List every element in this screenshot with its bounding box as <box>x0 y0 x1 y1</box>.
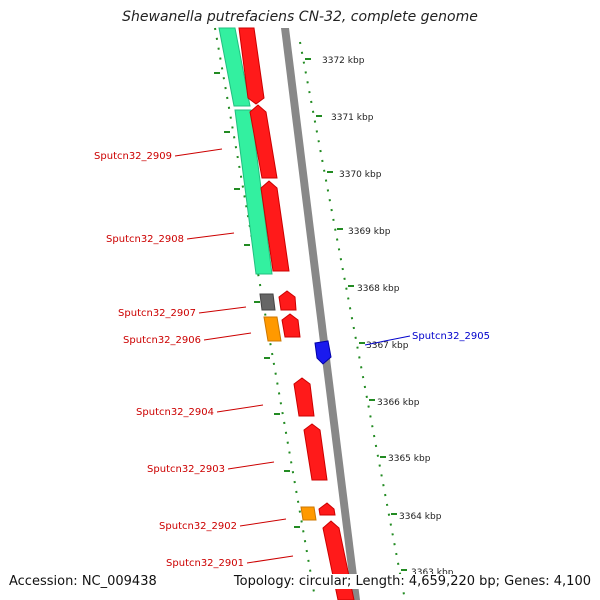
map-title: Shewanella putrefaciens CN-32, complete … <box>122 9 478 25</box>
accession-text: Accession: NC_009438 <box>9 574 157 589</box>
kbp-label: 3372 kbp <box>322 56 365 66</box>
grey-feature <box>259 293 276 311</box>
gene-arrow <box>249 104 278 179</box>
gene-label[interactable]: Sputcn32_2909 <box>94 151 172 162</box>
gene-label[interactable]: Sputcn32_2904 <box>136 407 214 418</box>
kbp-label: 3365 kbp <box>388 454 431 464</box>
gene-arrow <box>260 180 290 272</box>
gene-arrow <box>303 423 328 481</box>
kbp-label: 3369 kbp <box>348 227 391 237</box>
gene-label[interactable]: Sputcn32_2905 <box>412 331 490 342</box>
orange-feature <box>263 316 282 342</box>
gene-label[interactable]: Sputcn32_2901 <box>166 558 244 569</box>
label-leaders <box>174 148 294 564</box>
reverse-gene-arrow <box>314 340 332 365</box>
gene-arrow <box>238 27 265 105</box>
green-feature-upper <box>218 27 251 107</box>
gene-label[interactable]: Sputcn32_2906 <box>123 335 201 346</box>
gene-label[interactable]: Sputcn32_2908 <box>106 234 184 245</box>
gene-label[interactable]: Sputcn32_2902 <box>159 521 237 532</box>
gene-label[interactable]: Sputcn32_2903 <box>147 464 225 475</box>
forward-genes <box>238 27 355 600</box>
gene-arrow <box>293 377 315 417</box>
kbp-label: 3364 kbp <box>399 512 442 522</box>
topology-info-text: Topology: circular; Length: 4,659,220 bp… <box>230 574 591 589</box>
kbp-label: 3370 kbp <box>339 170 382 180</box>
gene-arrow <box>281 313 301 338</box>
label-leader-blue <box>364 335 411 346</box>
kbp-label: 3367 kbp <box>366 341 409 351</box>
outer-ticks <box>305 58 407 571</box>
kbp-label: 3363 kbp <box>411 568 454 578</box>
backbone <box>281 28 360 600</box>
kbp-label: 3371 kbp <box>331 113 374 123</box>
kbp-label: 3366 kbp <box>377 398 420 408</box>
gene-label[interactable]: Sputcn32_2907 <box>118 308 196 319</box>
kbp-label: 3368 kbp <box>357 284 400 294</box>
gene-arrow <box>278 290 297 311</box>
gene-arrow <box>318 502 336 516</box>
green-feature-lower <box>234 109 273 275</box>
orange-feature <box>300 506 317 521</box>
